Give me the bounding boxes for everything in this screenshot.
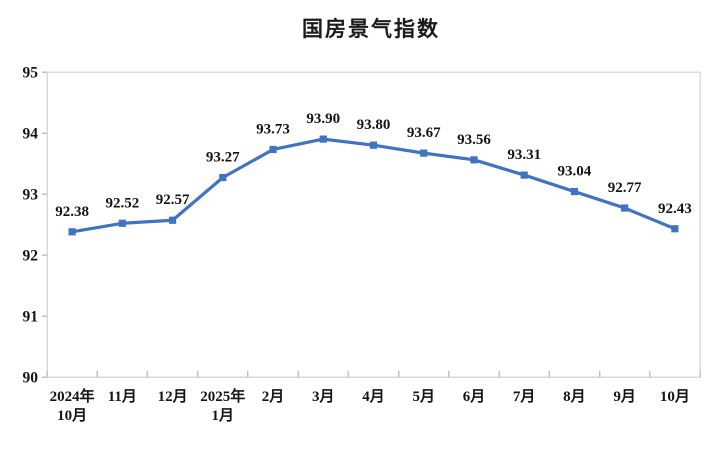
series-line <box>70 137 677 234</box>
x-axis-category-label: 5月 <box>412 388 435 405</box>
y-axis-tick-label: 91 <box>23 309 39 326</box>
x-axis-category-label: 8月 <box>563 388 586 405</box>
data-point-marker <box>470 156 478 164</box>
x-axis-category-label: 6月 <box>463 388 486 405</box>
data-point-marker <box>168 216 177 224</box>
data-point-marker <box>520 171 528 179</box>
x-axis-category-label: 2025年 <box>200 387 245 405</box>
x-axis-category-label: 11月 <box>108 388 137 405</box>
y-axis-tick-label: 95 <box>23 65 39 82</box>
data-point-marker <box>118 219 126 227</box>
data-point-label: 92.43 <box>658 201 692 217</box>
x-axis-category-label: 9月 <box>613 388 636 405</box>
plot-area: 90 91 92 93 94 95 2024年 10月 11月 12月 2025年 1月 2月 3月 4月 5… <box>23 65 701 424</box>
data-point-label: 93.90 <box>306 111 340 127</box>
data-point-marker <box>671 225 679 233</box>
x-axis-category-label: 10月 <box>57 407 87 424</box>
data-point-label: 92.38 <box>55 204 89 220</box>
data-point-marker <box>319 135 327 143</box>
x-axis-category-label: 12月 <box>158 388 188 405</box>
y-axis-tick-label: 90 <box>23 370 39 387</box>
data-point-label: 92.77 <box>608 180 642 196</box>
y-axis-tick-label: 94 <box>23 126 39 143</box>
data-point-label: 92.52 <box>105 195 139 211</box>
data-point-marker <box>621 204 629 212</box>
data-point-marker <box>68 228 76 236</box>
data-point-marker <box>420 149 428 157</box>
x-axis-category-label: 7月 <box>513 388 536 405</box>
data-point-label: 93.56 <box>457 132 491 148</box>
data-point-label: 93.27 <box>206 150 240 166</box>
x-axis-category-label: 2024年 <box>50 387 95 405</box>
data-point-label: 93.04 <box>558 164 592 180</box>
x-axis-category-label: 4月 <box>362 388 385 405</box>
plot-border <box>46 71 701 378</box>
data-point-label: 92.57 <box>156 192 190 208</box>
chart-title: 国房景气指数 <box>302 17 440 41</box>
data-point-marker <box>570 187 579 196</box>
x-axis-category-label: 2月 <box>262 388 285 405</box>
data-point-marker <box>219 173 227 182</box>
data-point-label: 93.31 <box>507 147 541 163</box>
x-axis-category-label: 1月 <box>212 407 235 424</box>
x-axis-category-label: 3月 <box>312 388 335 405</box>
x-axis-category-label: 10月 <box>660 388 690 405</box>
data-point-marker <box>369 141 378 149</box>
y-axis-tick-label: 92 <box>23 248 39 265</box>
data-point-label: 93.73 <box>256 121 290 137</box>
y-axis-tick-label: 93 <box>23 187 39 204</box>
data-point-label: 93.80 <box>357 117 391 133</box>
data-point-label: 93.67 <box>407 125 441 141</box>
data-point-marker <box>269 145 277 154</box>
